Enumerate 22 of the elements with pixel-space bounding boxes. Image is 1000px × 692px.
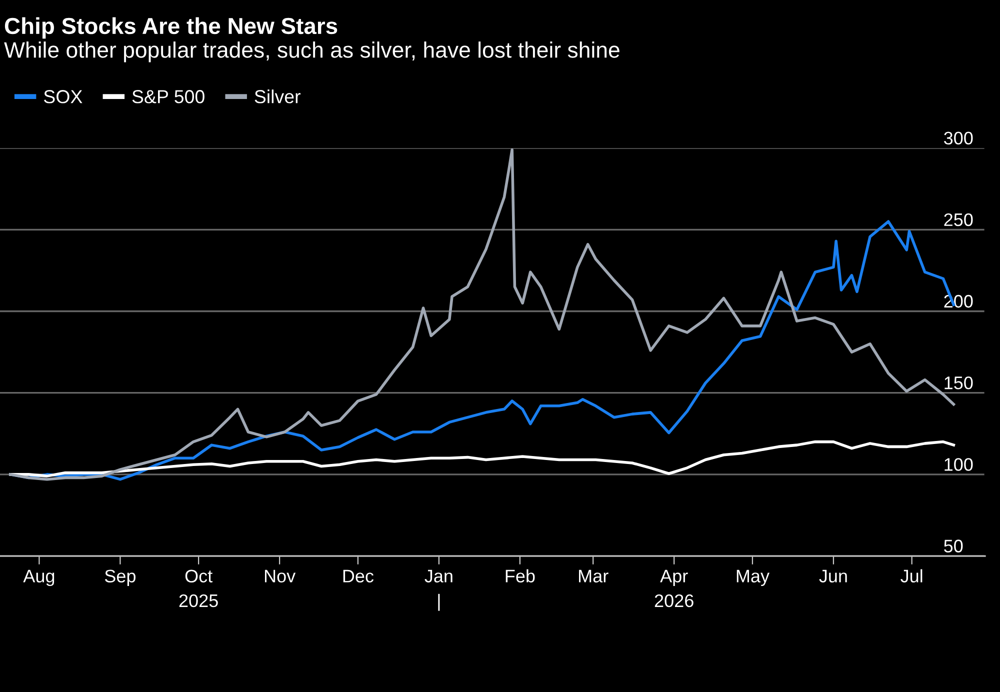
x-tick-label: May [736,570,770,586]
x-tick-label: Dec [343,570,374,582]
x-tick-label: Jul [900,569,922,582]
x-tick-label: Mar [579,570,608,582]
y-tick-label: 300 [944,132,973,145]
y-tick-label: 50 [944,540,963,552]
x-tick-label: Nov [264,570,296,582]
legend-label: Silver [254,90,300,104]
x-tick-label: Apr 2026 [654,570,694,608]
chart-subtitle: While other popular trades, such as silver, have lost their shine [4,42,620,62]
legend-label: S&P 500 [132,90,204,104]
x-tick-label: Jan | [424,570,452,611]
chart-title: Chip Stocks Are the New Stars [4,17,338,39]
legend-label: SOX [44,90,82,104]
y-tick-label: 150 [944,376,973,390]
y-tick-label: 250 [944,213,973,226]
x-tick-label: Feb [506,569,535,582]
x-tick-label: Oct 2025 [179,570,218,608]
x-tick-label: Jun [819,570,847,582]
x-tick-label: Aug [23,570,54,586]
y-tick-label: 100 [944,458,973,471]
x-tick-label: Sep [104,570,136,586]
